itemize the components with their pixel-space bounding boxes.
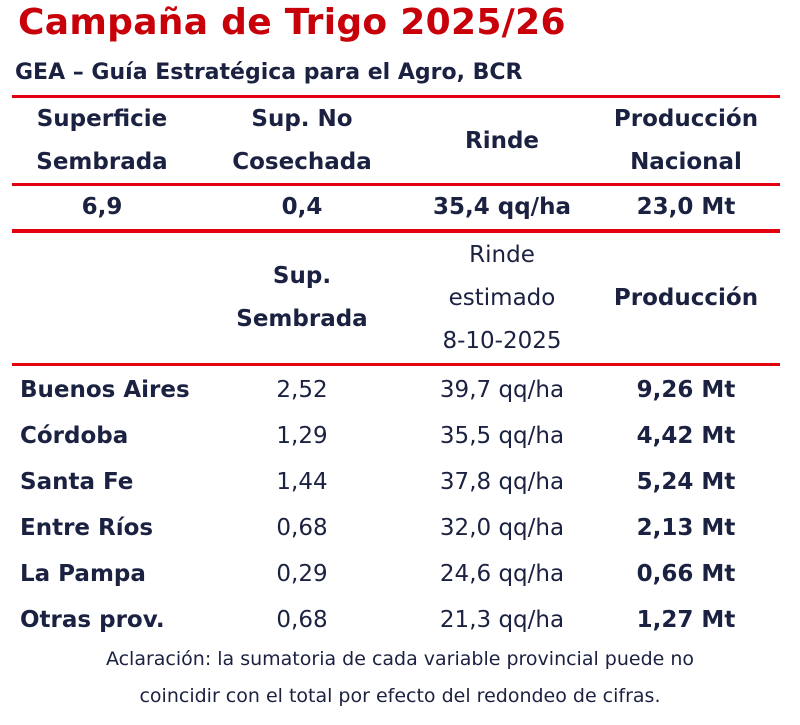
province-area: 2,52: [276, 376, 328, 403]
header-produccion-nacional: Producción Nacional: [613, 106, 759, 175]
province-area: 1,29: [276, 422, 328, 449]
national-yield: 35,4 qq/ha: [433, 194, 571, 220]
province-production: 9,26 Mt: [636, 376, 736, 403]
province-name: Otras prov.: [20, 606, 165, 633]
header-sup-no-cosechada: Sup. No Cosechada: [232, 106, 372, 175]
header-superficie-sembrada: Superficie Sembrada: [36, 106, 168, 175]
table-row: Buenos Aires 2,52 39,7 qq/ha 9,26 Mt: [12, 367, 780, 413]
page-title: Campaña de Trigo 2025/26: [18, 2, 566, 43]
provincial-header-row: Sup. Sembrada Rinde estimado 8-10-2025 Prod…: [12, 233, 780, 363]
province-area: 0,29: [276, 560, 328, 587]
divider: [12, 183, 780, 186]
province-yield: 24,6 qq/ha: [439, 560, 565, 587]
national-area: 6,9: [81, 194, 123, 220]
header-produccion: Producción: [613, 284, 759, 311]
province-name: Córdoba: [20, 422, 129, 449]
province-production: 2,13 Mt: [636, 514, 736, 541]
province-yield: 32,0 qq/ha: [439, 514, 565, 541]
province-yield: 35,5 qq/ha: [439, 422, 565, 449]
province-name: Santa Fe: [20, 468, 134, 495]
province-name: La Pampa: [20, 560, 146, 587]
province-production: 4,42 Mt: [636, 422, 736, 449]
header-sup-sembrada: Sup. Sembrada: [236, 263, 368, 332]
national-values-row: 6,9 0,4 35,4 qq/ha 23,0 Mt: [12, 186, 780, 229]
province-production: 0,66 Mt: [636, 560, 736, 587]
province-name: Entre Ríos: [20, 514, 154, 541]
province-area: 0,68: [276, 514, 328, 541]
divider: [12, 95, 780, 98]
footnote-line-2: coincidir con el total por efecto del re…: [139, 685, 661, 707]
national-production: 23,0 Mt: [636, 194, 736, 220]
province-production: 1,27 Mt: [636, 606, 736, 633]
province-area: 1,44: [276, 468, 328, 495]
table-row: La Pampa 0,29 24,6 qq/ha 0,66 Mt: [12, 551, 780, 597]
footnote-line-1: Aclaración: la sumatoria de cada variabl…: [105, 648, 695, 670]
province-area: 0,68: [276, 606, 328, 633]
table-row: Entre Ríos 0,68 32,0 qq/ha 2,13 Mt: [12, 505, 780, 551]
header-rinde-estimado: Rinde estimado 8-10-2025: [442, 241, 562, 354]
national-unharvested: 0,4: [281, 194, 323, 220]
table-row: Córdoba 1,29 35,5 qq/ha 4,42 Mt: [12, 413, 780, 459]
province-yield: 37,8 qq/ha: [439, 468, 565, 495]
province-name: Buenos Aires: [20, 376, 190, 403]
divider: [12, 229, 780, 233]
divider: [12, 363, 780, 366]
header-rinde: Rinde: [464, 127, 540, 154]
province-production: 5,24 Mt: [636, 468, 736, 495]
table-row: Santa Fe 1,44 37,8 qq/ha 5,24 Mt: [12, 459, 780, 505]
national-header-row: Superficie Sembrada Sup. No Cosechada Rind…: [12, 98, 780, 184]
subtitle: GEA – Guía Estratégica para el Agro, BCR: [15, 60, 523, 85]
table-row: Otras prov. 0,68 21,3 qq/ha 1,27 Mt: [12, 597, 780, 643]
province-yield: 21,3 qq/ha: [439, 606, 565, 633]
province-yield: 39,7 qq/ha: [439, 376, 565, 403]
